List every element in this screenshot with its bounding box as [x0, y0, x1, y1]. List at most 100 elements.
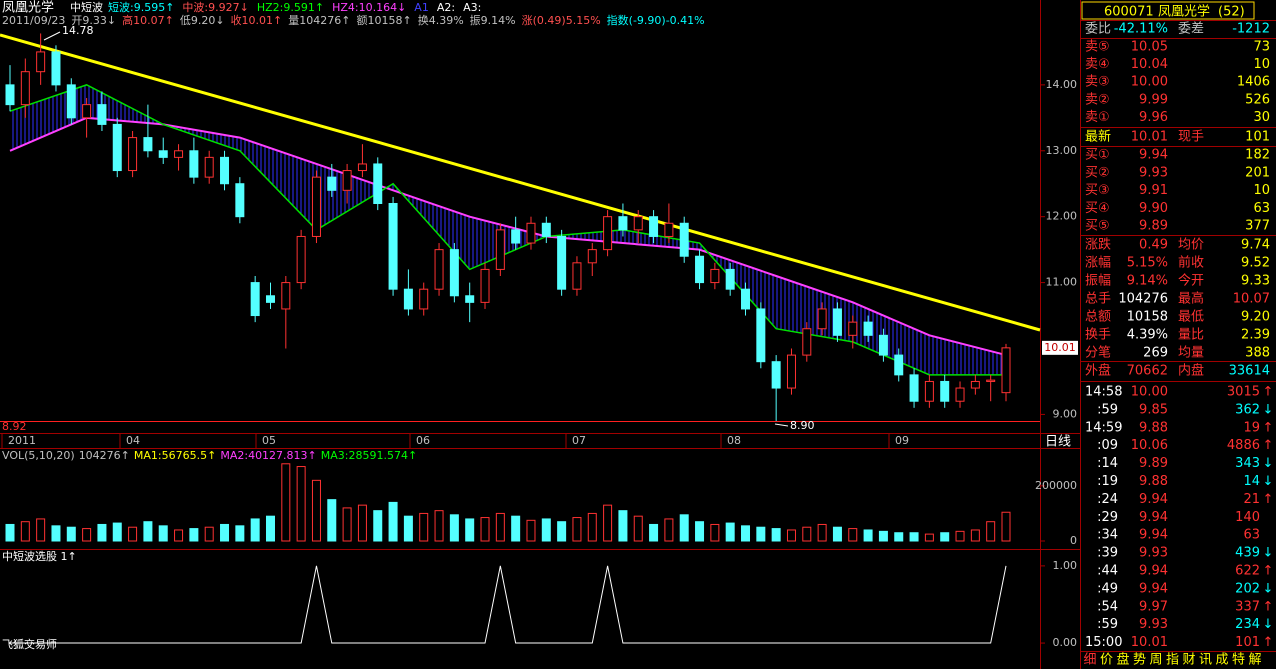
candle-body [756, 308, 766, 363]
volume-bar [5, 523, 15, 542]
volume-bar [311, 479, 321, 542]
bottom-label: 8.92 [2, 420, 27, 433]
trade-time: 14:59 [1085, 420, 1122, 435]
field-value: -1212 [1232, 22, 1270, 37]
volume-bar [220, 523, 230, 542]
date-label: 09 [895, 434, 909, 447]
trade-volume: 21 [1243, 492, 1260, 507]
candle-body [419, 288, 429, 310]
candle-body [786, 354, 796, 389]
field-value: 10.01 [1131, 130, 1168, 145]
field-value: 5.15% [1127, 256, 1168, 271]
panel-tab[interactable]: 指 [1166, 653, 1179, 668]
bid-label: 买① [1085, 148, 1110, 163]
ask-volume: 10 [1253, 57, 1270, 72]
field-label: 均量 [1178, 346, 1204, 361]
volume-info: MA3:28591.574↑ [321, 449, 417, 462]
volume-bar [817, 523, 827, 542]
candle-body [541, 222, 551, 237]
bar-info: 换4.39% [418, 13, 464, 27]
ask-volume: 30 [1253, 110, 1270, 125]
candle-body [403, 288, 413, 310]
candle-body [20, 71, 30, 106]
trade-time: :14 [1097, 456, 1118, 471]
candle-body [924, 380, 934, 402]
panel-tab[interactable]: 周 [1149, 653, 1162, 668]
candle-body [1001, 347, 1011, 394]
panel-tab[interactable]: 解 [1248, 653, 1261, 668]
candle-body [388, 203, 398, 290]
panel-tab[interactable]: 细 [1083, 653, 1096, 668]
candle-body [128, 137, 138, 172]
trade-time: :39 [1097, 546, 1118, 561]
volume-bar [633, 515, 643, 542]
field-value: 388 [1245, 346, 1270, 361]
candle-body [373, 163, 383, 204]
candle-body [725, 268, 735, 290]
panel-tab[interactable]: 财 [1182, 653, 1195, 668]
volume-bar [449, 514, 459, 542]
panel-tab[interactable]: 成 [1215, 653, 1228, 668]
volume-info: MA2:40127.813↑ [220, 449, 316, 462]
trade-price: 9.94 [1139, 528, 1168, 543]
trade-time: :49 [1097, 581, 1118, 596]
volume-bar [250, 518, 260, 542]
bid-label: 买⑤ [1085, 219, 1110, 234]
y-tick-label: 14.00 [1046, 78, 1078, 91]
volume-bar [419, 512, 429, 542]
candle-body [204, 156, 214, 178]
panel-tab[interactable]: 势 [1133, 652, 1146, 668]
candle-body [695, 255, 705, 284]
trade-arrow: ↑ [1263, 385, 1274, 400]
field-label: 总额 [1085, 310, 1111, 325]
candle-body [495, 229, 505, 270]
volume-bar [204, 526, 214, 542]
volume-bar [710, 523, 720, 542]
field-label: 委差 [1178, 22, 1204, 37]
field-value: 9.52 [1241, 256, 1270, 271]
volume-bar [511, 515, 521, 542]
last-price-box [1042, 340, 1078, 355]
date-label: 04 [126, 434, 140, 447]
high-label: 14.78 [62, 24, 94, 37]
panel-tab[interactable]: 特 [1232, 653, 1245, 668]
volume-bar [51, 525, 61, 542]
candle-body [587, 249, 597, 264]
candle-body [174, 150, 184, 158]
volume-bar [940, 532, 950, 542]
volume-info: MA1:56765.5↑ [134, 449, 216, 462]
panel-tab[interactable]: 价 [1100, 653, 1113, 668]
trade-volume: 19 [1243, 420, 1260, 435]
trade-time: :44 [1097, 564, 1118, 579]
stock-name: 凤凰光学 [1158, 4, 1210, 20]
ask-label: 卖① [1085, 110, 1110, 125]
panel-tab[interactable]: 盘 [1116, 652, 1129, 668]
indicator-title: 中短波选股 1↑ [2, 549, 77, 563]
volume-bar [603, 504, 613, 542]
trade-arrow: ↓ [1263, 456, 1274, 471]
candle-body [143, 137, 153, 152]
volume-bar [403, 515, 413, 542]
indicator-value: A1 [414, 1, 429, 14]
bar-info: 振9.14% [470, 13, 516, 27]
date-label: 2011 [8, 434, 36, 447]
volume-bar [664, 518, 674, 542]
trade-price: 9.94 [1139, 581, 1168, 596]
low-label: 8.90 [790, 419, 815, 432]
volume-bar [741, 525, 751, 542]
trade-time: :29 [1097, 510, 1118, 525]
candle-body [66, 84, 76, 119]
candle-body [526, 222, 536, 244]
y-tick-label: 0 [1070, 534, 1077, 547]
trade-price: 9.88 [1139, 420, 1168, 435]
panel-tab[interactable]: 讯 [1199, 653, 1212, 668]
trade-price: 9.94 [1139, 564, 1168, 579]
volume-bar [572, 517, 582, 542]
watermark: 飞狐交易师 [2, 637, 57, 651]
stock-name: 凤凰光学 [2, 0, 54, 16]
volume-bar [1001, 511, 1011, 542]
high-pointer [43, 31, 61, 41]
trade-time: :19 [1097, 474, 1118, 489]
